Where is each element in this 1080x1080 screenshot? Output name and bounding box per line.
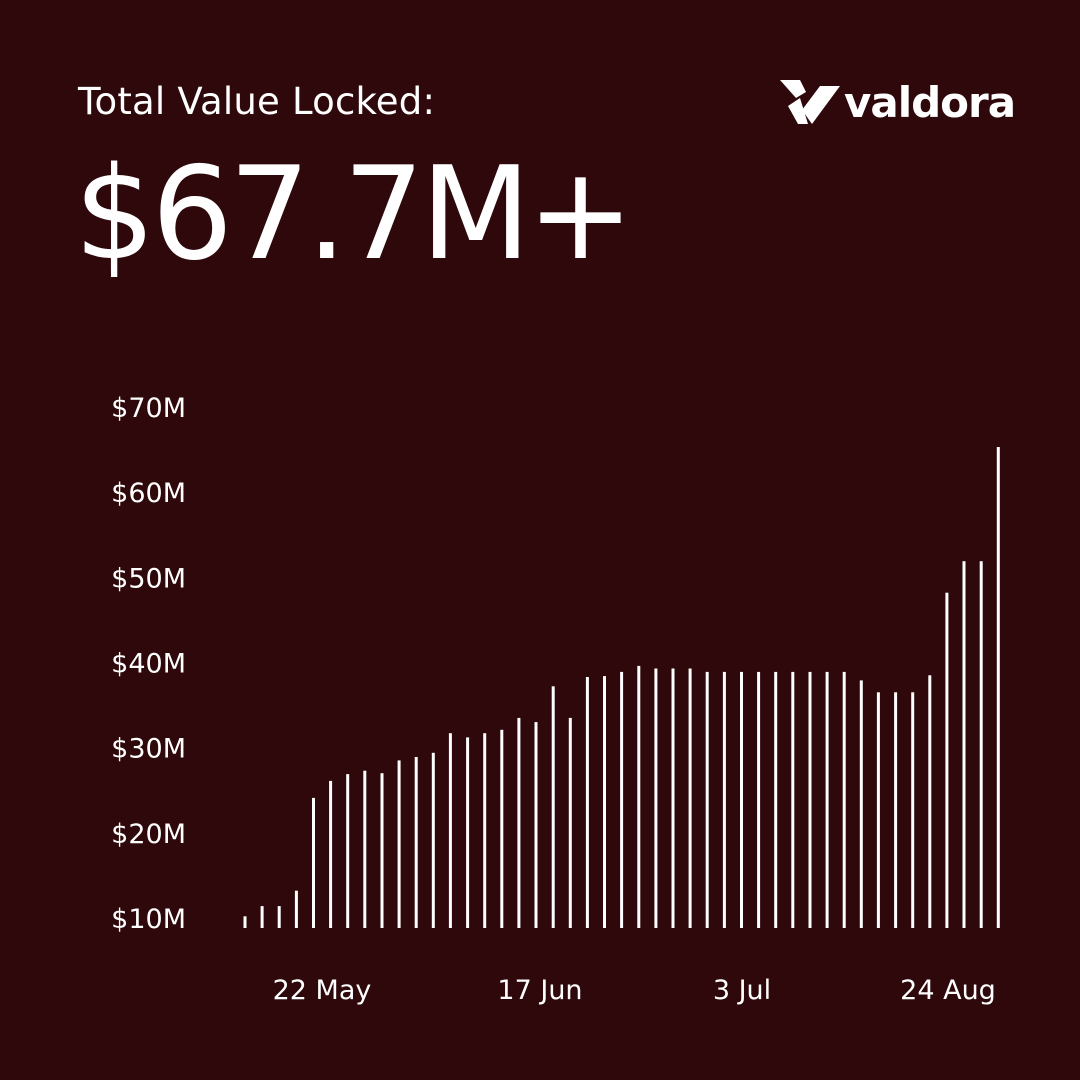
bar bbox=[808, 671, 812, 928]
bar bbox=[243, 916, 247, 928]
bar bbox=[346, 774, 350, 928]
bar bbox=[688, 668, 692, 928]
bar bbox=[551, 686, 555, 928]
bar bbox=[397, 760, 401, 928]
bar bbox=[294, 890, 298, 928]
x-tick-label: 24 Aug bbox=[900, 975, 996, 1006]
bar bbox=[260, 906, 264, 928]
y-tick-label: $50M bbox=[111, 563, 186, 594]
bar bbox=[876, 692, 880, 928]
bar bbox=[277, 906, 281, 928]
v-chevron-logo-icon bbox=[780, 80, 840, 124]
y-tick-label: $40M bbox=[111, 649, 186, 680]
bar bbox=[620, 671, 624, 928]
bar bbox=[945, 592, 949, 928]
bar bbox=[757, 671, 761, 928]
bar bbox=[517, 717, 521, 928]
y-tick-label: $10M bbox=[111, 904, 186, 935]
x-tick-label: 17 Jun bbox=[497, 975, 582, 1006]
bar bbox=[448, 733, 452, 928]
y-tick-label: $60M bbox=[111, 478, 186, 509]
bar bbox=[671, 668, 675, 928]
bar bbox=[705, 671, 709, 928]
bar bbox=[774, 671, 778, 928]
bar bbox=[637, 665, 641, 928]
brand-logo: valdora bbox=[778, 76, 1016, 132]
bar bbox=[996, 447, 1000, 928]
bar bbox=[791, 671, 795, 928]
bar bbox=[466, 737, 470, 928]
bar bbox=[380, 773, 384, 928]
bar bbox=[894, 692, 898, 928]
bar bbox=[842, 671, 846, 928]
bar bbox=[534, 722, 538, 928]
bar bbox=[962, 561, 966, 928]
y-tick-label: $70M bbox=[111, 393, 186, 424]
bar bbox=[603, 676, 606, 928]
bar bbox=[312, 797, 315, 928]
bar bbox=[329, 780, 333, 928]
bar bbox=[979, 561, 983, 928]
bar bbox=[585, 677, 589, 928]
x-tick-label: 22 May bbox=[273, 975, 372, 1006]
bar bbox=[500, 729, 504, 928]
bar bbox=[740, 671, 743, 928]
x-tick-label: 3 Jul bbox=[713, 975, 771, 1006]
bar bbox=[722, 671, 726, 928]
bar bbox=[654, 668, 658, 928]
bar bbox=[414, 757, 418, 928]
total-value-locked: $67.7M+ bbox=[74, 140, 634, 289]
y-tick-label: $20M bbox=[111, 819, 186, 850]
bar bbox=[928, 675, 932, 928]
bar bbox=[825, 671, 829, 928]
bar bbox=[363, 770, 367, 928]
bar bbox=[431, 752, 435, 928]
brand-name: valdora bbox=[844, 78, 1016, 127]
bar bbox=[911, 692, 915, 928]
headline-label: Total Value Locked: bbox=[78, 80, 436, 123]
y-tick-label: $30M bbox=[111, 734, 186, 765]
bar bbox=[568, 717, 572, 928]
bar bbox=[483, 733, 487, 928]
bar bbox=[859, 680, 863, 928]
